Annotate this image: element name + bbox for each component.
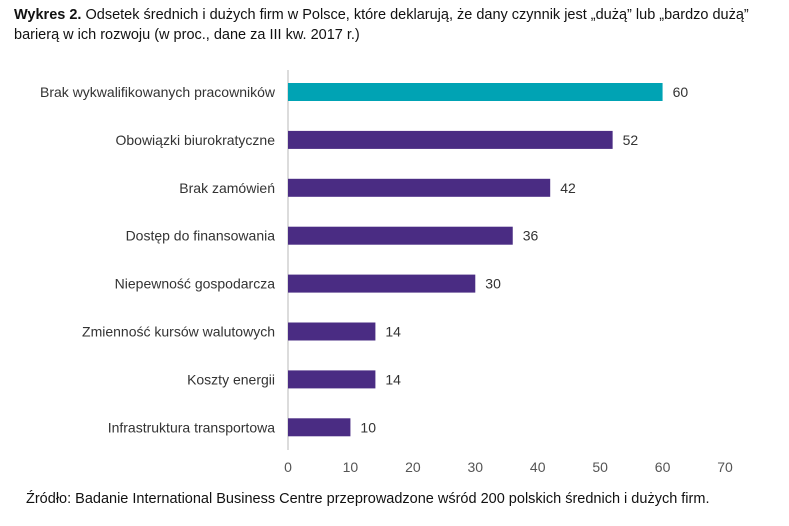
category-label: Infrastruktura transportowa (108, 419, 276, 435)
bar (288, 83, 663, 101)
x-tick-label: 70 (717, 459, 733, 475)
data-label: 42 (560, 180, 576, 196)
category-label: Brak zamówień (179, 180, 275, 196)
x-tick-label: 0 (284, 459, 292, 475)
chart-title-label: Wykres 2. (14, 7, 82, 23)
x-tick-label: 40 (530, 459, 546, 475)
data-label: 10 (360, 419, 376, 435)
x-tick-label: 50 (592, 459, 608, 475)
category-label: Obowiązki biurokratyczne (115, 132, 275, 148)
x-tick-label: 20 (405, 459, 421, 475)
x-tick-label: 10 (343, 459, 359, 475)
category-label: Brak wykwalifikowanych pracowników (40, 84, 276, 100)
data-label: 14 (385, 371, 401, 387)
category-label: Zmienność kursów walutowych (82, 324, 275, 340)
category-label: Koszty energii (187, 371, 275, 387)
bar (288, 370, 376, 389)
bar (288, 226, 513, 245)
x-tick-label: 30 (467, 459, 483, 475)
data-label: 60 (673, 84, 689, 100)
chart-source: Źródło: Badanie International Business C… (26, 491, 710, 507)
bar (288, 130, 613, 149)
x-tick-label: 60 (655, 459, 671, 475)
category-label: Dostęp do finansowania (126, 228, 276, 244)
bar (288, 274, 476, 293)
chart-title-text: Odsetek średnich i dużych firm w Polsce,… (14, 7, 749, 43)
data-label: 14 (385, 324, 401, 340)
data-label: 36 (523, 228, 539, 244)
data-label: 52 (623, 132, 639, 148)
category-label: Niepewność gospodarcza (115, 276, 276, 292)
data-label: 30 (485, 276, 501, 292)
chart-title: Wykres 2. Odsetek średnich i dużych firm… (14, 5, 774, 45)
bar (288, 322, 376, 341)
bar (288, 418, 351, 437)
bar (288, 178, 551, 197)
